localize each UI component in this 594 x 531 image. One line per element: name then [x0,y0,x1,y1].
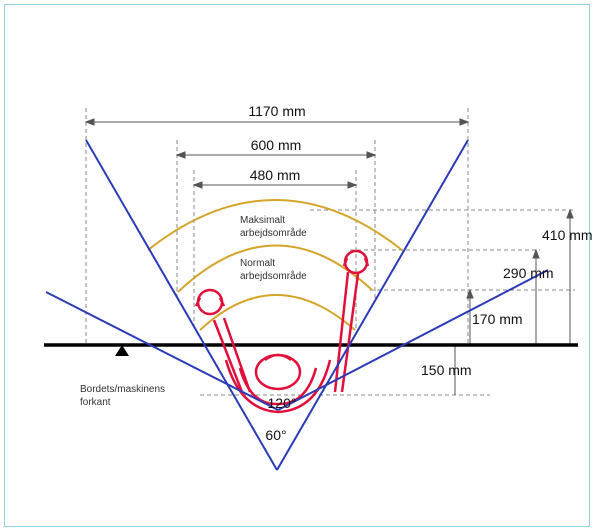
label-normal-area-2: arbejdsområde [240,270,307,282]
worker-head-top [264,353,292,362]
label-normal-area-1: Normalt [240,258,275,269]
vision-120-right [277,269,549,411]
worker-left-arm [212,319,244,393]
depth-dimension-lines [454,208,574,395]
arrow-1170-right [459,118,470,126]
depth-lines [200,209,575,396]
label-290: 290 mm [503,265,554,281]
label-edge-1: Bordets/maskinens [80,384,165,395]
worker-figure [194,249,370,414]
label-angle-120: 120° [268,395,297,411]
vision-60-left [85,139,278,471]
width-dimension-lines [84,118,470,189]
arrow-170-top [466,288,474,299]
arrow-290-top [532,248,540,259]
label-max-area-2: arbejdsområde [240,227,307,239]
worker-right-hand-fingers [342,257,370,267]
arrow-480-right [347,181,358,189]
arrow-600-right [366,151,377,159]
label-170: 170 mm [472,311,523,327]
label-angle-60: 60° [265,427,286,443]
worker-right-arm [333,271,350,393]
label-480: 480 mm [250,167,301,183]
worker-right-arm-2 [340,273,360,393]
arrow-480-left [192,181,203,189]
diagram-frame [4,4,590,527]
worker-body-outer [224,359,332,414]
arc-inner-area [199,294,356,331]
label-150: 150 mm [421,362,472,378]
worker-left-arm-2 [222,317,252,393]
table-edge-marker [115,345,129,356]
label-max-area-1: Maksimalt [240,215,285,226]
vision-lines [45,139,549,471]
arrow-1170-left [84,118,95,126]
label-1170: 1170 mm [248,103,305,119]
label-600: 600 mm [251,137,302,153]
vision-60-right [276,139,469,471]
worker-left-hand [196,288,224,316]
arrow-600-left [175,151,186,159]
worker-left-hand-fingers [194,297,226,307]
arrow-410-top [566,208,574,219]
label-410: 410 mm [542,227,593,243]
vision-120-left [45,291,279,411]
arc-max-area [147,199,403,251]
label-edge-2: forkant [80,397,111,408]
worker-head [254,353,302,391]
